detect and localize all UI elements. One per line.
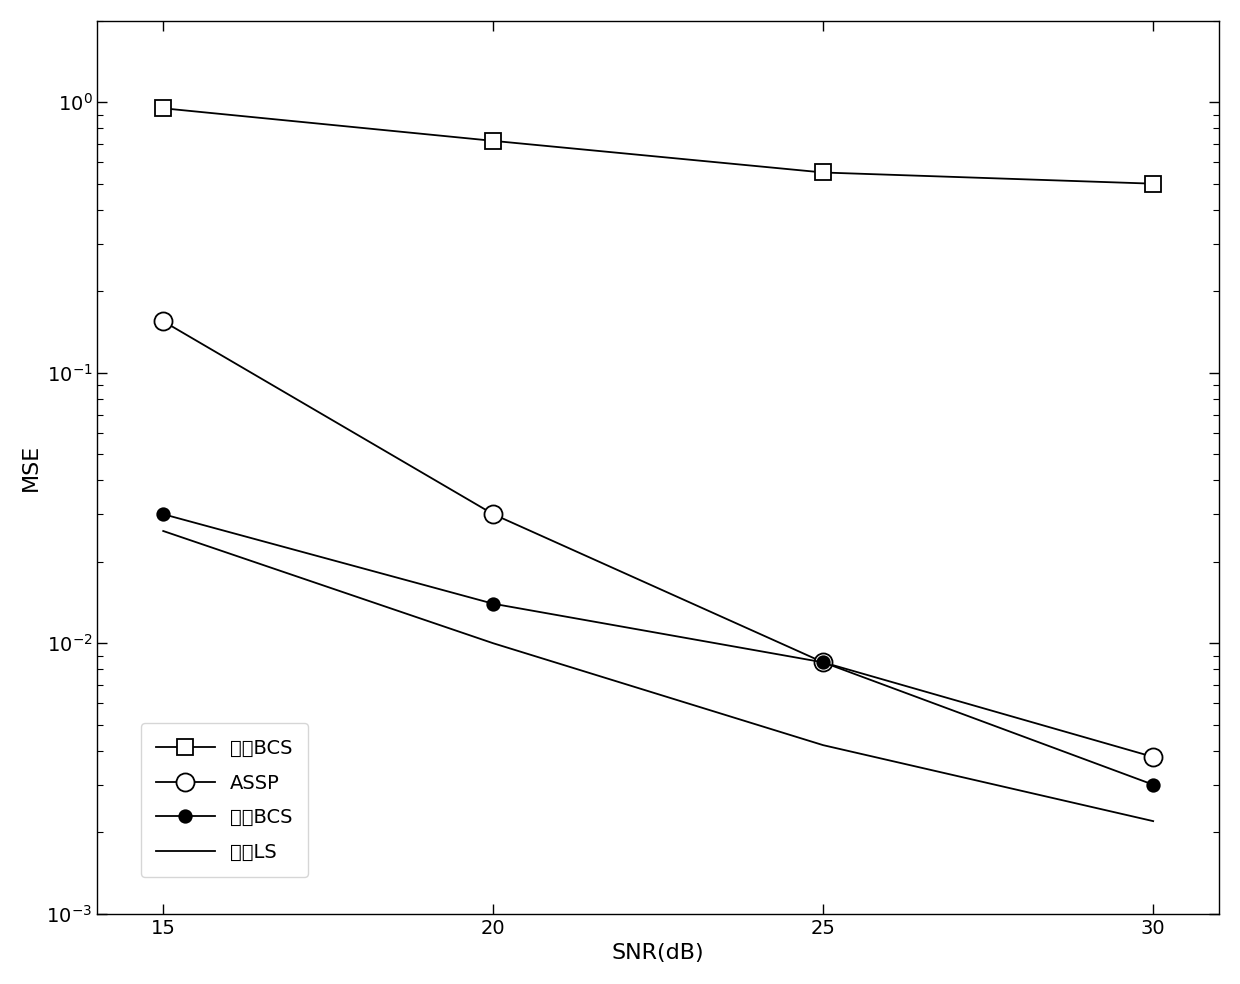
ASSP [816,656,831,668]
改进BCS [1146,778,1161,790]
ASSP [1146,751,1161,763]
ASSP [486,509,501,521]
Line: 改进BCS: 改进BCS [157,508,1159,791]
理想LS [1146,815,1161,827]
原始BCS [816,166,831,178]
X-axis label: SNR(dB): SNR(dB) [611,944,704,963]
理想LS [486,638,501,649]
Legend: 原始BCS, ASSP, 改进BCS, 理想LS: 原始BCS, ASSP, 改进BCS, 理想LS [140,723,308,878]
ASSP [156,315,171,327]
改进BCS [816,656,831,668]
Y-axis label: MSE: MSE [21,444,41,491]
原始BCS [156,102,171,114]
Line: ASSP: ASSP [154,312,1162,766]
改进BCS [156,509,171,521]
理想LS [156,525,171,537]
改进BCS [486,598,501,610]
理想LS [816,739,831,751]
原始BCS [486,135,501,147]
Line: 原始BCS: 原始BCS [155,100,1161,191]
原始BCS [1146,178,1161,190]
Line: 理想LS: 理想LS [164,531,1153,821]
